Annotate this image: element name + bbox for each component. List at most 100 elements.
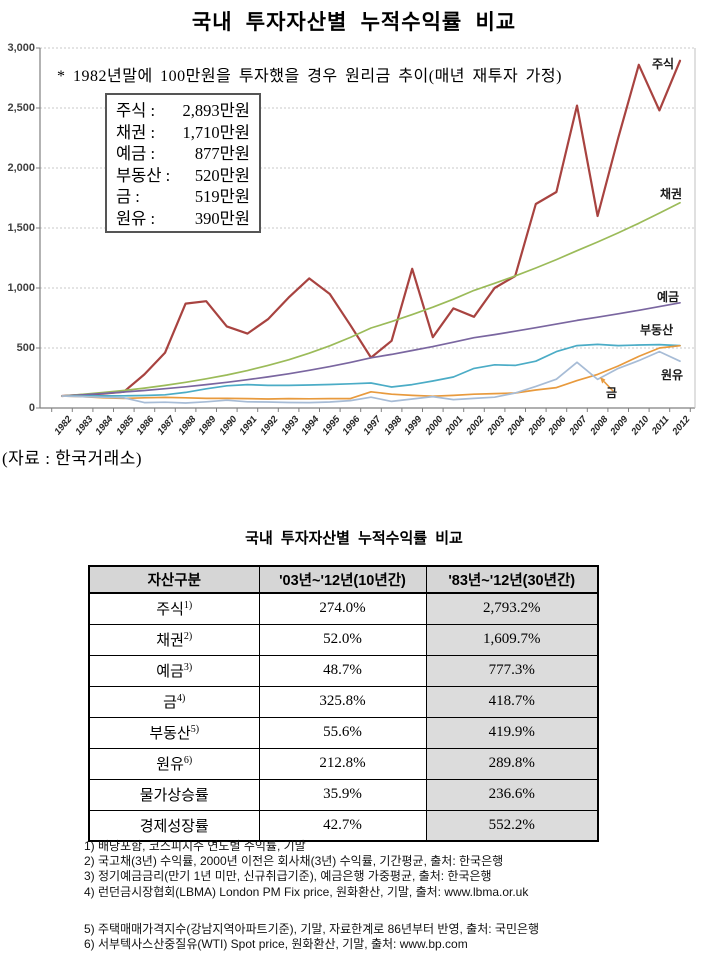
- asset-footnote-ref: 6): [183, 755, 193, 766]
- table-row: 주식1) 274.0% 2,793.2%: [88, 592, 599, 625]
- footnote: 2) 국고채(3년) 수익률, 2000년 이전은 회사채(3년) 수익률, 기…: [84, 854, 504, 869]
- legend-item-label: 예금 :: [116, 144, 156, 163]
- source-note: (자료 : 한국거래소): [2, 449, 143, 468]
- legend-item: 예금 : 877만원: [116, 143, 250, 165]
- gold-arrow-shaft: [603, 380, 614, 392]
- table-row: 경제성장률 42.7% 552.2%: [88, 809, 599, 842]
- y-tick-label: 3,000: [7, 42, 35, 54]
- footnotes: 1) 배당포함, 코스피지수 연도별 수익률, 기말 2) 국고채(3년) 수익률…: [84, 839, 706, 952]
- asset-cell: 물가상승률: [88, 778, 260, 811]
- value-cell-30yr: 236.6%: [425, 778, 599, 811]
- table-header-cell-0: 자산구분: [88, 565, 260, 594]
- returns-table: 자산구분 '03년~'12년(10년간) '83년~'12년(30년간) 주식1) 2…: [88, 565, 599, 842]
- value-cell-10yr: 55.6%: [258, 716, 427, 749]
- chart-canvas: [36, 47, 696, 412]
- legend-item-value: 1,710만원: [182, 122, 251, 142]
- value-cell-10yr: 212.8%: [258, 747, 427, 780]
- legend-item: 금 : 519만원: [116, 186, 250, 208]
- line-deposits: [61, 301, 681, 397]
- value-cell-10yr: 52.0%: [258, 623, 427, 656]
- page-title: 국내 투자자산별 누적수익률 비교: [191, 10, 517, 34]
- line-gold: [61, 344, 681, 400]
- table-row: 금4) 325.8% 418.7%: [88, 685, 599, 718]
- footnote: 6) 서부텍사스산중질유(WTI) Spot price, 원화환산, 기말, …: [84, 937, 468, 952]
- asset-name: 물가상승률: [139, 788, 209, 804]
- value-cell-10yr: 48.7%: [258, 654, 427, 687]
- footnote: 1) 배당포함, 코스피지수 연도별 수익률, 기말: [84, 839, 306, 853]
- value-cell-10yr: 35.9%: [258, 778, 427, 811]
- series-label-bonds: 채권: [660, 187, 683, 201]
- asset-name: 예금: [156, 664, 184, 680]
- legend-item-label: 원유 :: [116, 208, 156, 228]
- footnote: 5) 주택매매가격지수(강남지역아파트기준), 기말, 자료한계로 86년부터 …: [84, 921, 540, 936]
- y-tick-label: 2,000: [7, 162, 35, 174]
- footnote-group1: 1) 배당포함, 코스피지수 연도별 수익률, 기말 2) 국고채(3년) 수익률…: [84, 839, 706, 900]
- value-cell-10yr: 42.7%: [258, 809, 427, 842]
- legend-item-value: 520만원: [194, 165, 250, 185]
- legend-item-value: 390만원: [194, 208, 250, 228]
- asset-name: 채권: [156, 633, 184, 649]
- value-cell-10yr: 274.0%: [258, 592, 427, 625]
- series-label-gold: 금: [606, 386, 618, 400]
- value-cell-30yr: 289.8%: [425, 747, 599, 780]
- asset-cell: 원유6): [88, 747, 260, 780]
- series-label-deposits: 예금: [657, 290, 680, 304]
- asset-cell: 예금3): [88, 654, 260, 687]
- table-row: 채권2) 52.0% 1,609.7%: [88, 623, 599, 656]
- value-cell-30yr: 777.3%: [425, 654, 599, 687]
- asset-footnote-ref: 5): [190, 724, 200, 735]
- table-row: 원유6) 212.8% 289.8%: [88, 747, 599, 780]
- table-header-cell-2: '83년~'12년(30년간): [425, 565, 599, 594]
- asset-cell: 부동산5): [88, 716, 260, 749]
- y-tick-label: 2,500: [7, 102, 35, 114]
- legend-item: 주식 : 2,893만원: [116, 100, 250, 122]
- asset-cell: 경제성장률: [88, 809, 260, 842]
- asset-footnote-ref: 2): [183, 631, 193, 642]
- gold-arrow-head: [600, 377, 606, 384]
- value-cell-30yr: 419.9%: [425, 716, 599, 749]
- table-row: 물가상승률 35.9% 236.6%: [88, 778, 599, 811]
- y-tick-label: 1,500: [7, 222, 35, 234]
- legend-item-value: 877만원: [194, 144, 250, 163]
- table-row: 예금3) 48.7% 777.3%: [88, 654, 599, 687]
- legend-item-label: 주식 :: [116, 101, 156, 120]
- series-label-real_estate: 부동산: [640, 323, 674, 337]
- y-tick-label: 1,000: [7, 282, 35, 294]
- value-cell-30yr: 1,609.7%: [425, 623, 599, 656]
- returns-table-body: 주식1) 274.0% 2,793.2% 채권2) 52.0% 1,609.7% 예금3) 4…: [88, 592, 599, 842]
- y-tick-label: 500: [16, 342, 35, 354]
- legend-item: 채권 : 1,710만원: [116, 122, 250, 144]
- value-cell-10yr: 325.8%: [258, 685, 427, 718]
- table-header-cell-1: '03년~'12년(10년간): [258, 565, 427, 594]
- asset-cell: 금4): [88, 685, 260, 718]
- value-cell-30yr: 2,793.2%: [425, 592, 599, 625]
- legend-item-label: 부동산 :: [116, 165, 171, 185]
- series-label-oil: 원유: [661, 368, 684, 382]
- line-real_estate: [61, 343, 681, 397]
- table-header-row: 자산구분 '03년~'12년(10년간) '83년~'12년(30년간): [88, 565, 599, 594]
- asset-footnote-ref: 3): [183, 662, 193, 673]
- legend-item: 부동산 : 520만원: [116, 165, 250, 187]
- legend-item-value: 2,893만원: [182, 101, 251, 120]
- series-label-stocks: 주식: [652, 57, 675, 71]
- line-bonds: [61, 201, 681, 397]
- returns-table-head: 자산구분 '03년~'12년(10년간) '83년~'12년(30년간): [88, 565, 599, 594]
- asset-name: 원유: [156, 757, 184, 773]
- y-tick-label: 0: [28, 402, 35, 414]
- legend-item-label: 금 :: [116, 187, 140, 206]
- legend-item-value: 519만원: [194, 187, 250, 206]
- footnote: 3) 정기예금금리(만기 1년 미만, 신규취급기준), 예금은행 가중평균, …: [84, 869, 492, 884]
- asset-name: 부동산: [149, 726, 191, 742]
- asset-name: 금: [163, 695, 177, 711]
- asset-name: 경제성장률: [139, 818, 209, 835]
- chart-annotation: * 1982년말에 100만원을 투자했을 경우 원리금 추이(매년 재투자 가…: [57, 68, 562, 85]
- legend-item: 원유 : 390만원: [116, 208, 250, 230]
- footnote-group2: 5) 주택매매가격지수(강남지역아파트기준), 기말, 자료한계로 86년부터 …: [84, 922, 706, 952]
- table-title: 국내 투자자산별 누적수익률 비교: [245, 530, 463, 547]
- table-row: 부동산5) 55.6% 419.9%: [88, 716, 599, 749]
- value-cell-30yr: 418.7%: [425, 685, 599, 718]
- asset-footnote-ref: 4): [176, 693, 186, 704]
- value-cell-30yr: 552.2%: [425, 809, 599, 842]
